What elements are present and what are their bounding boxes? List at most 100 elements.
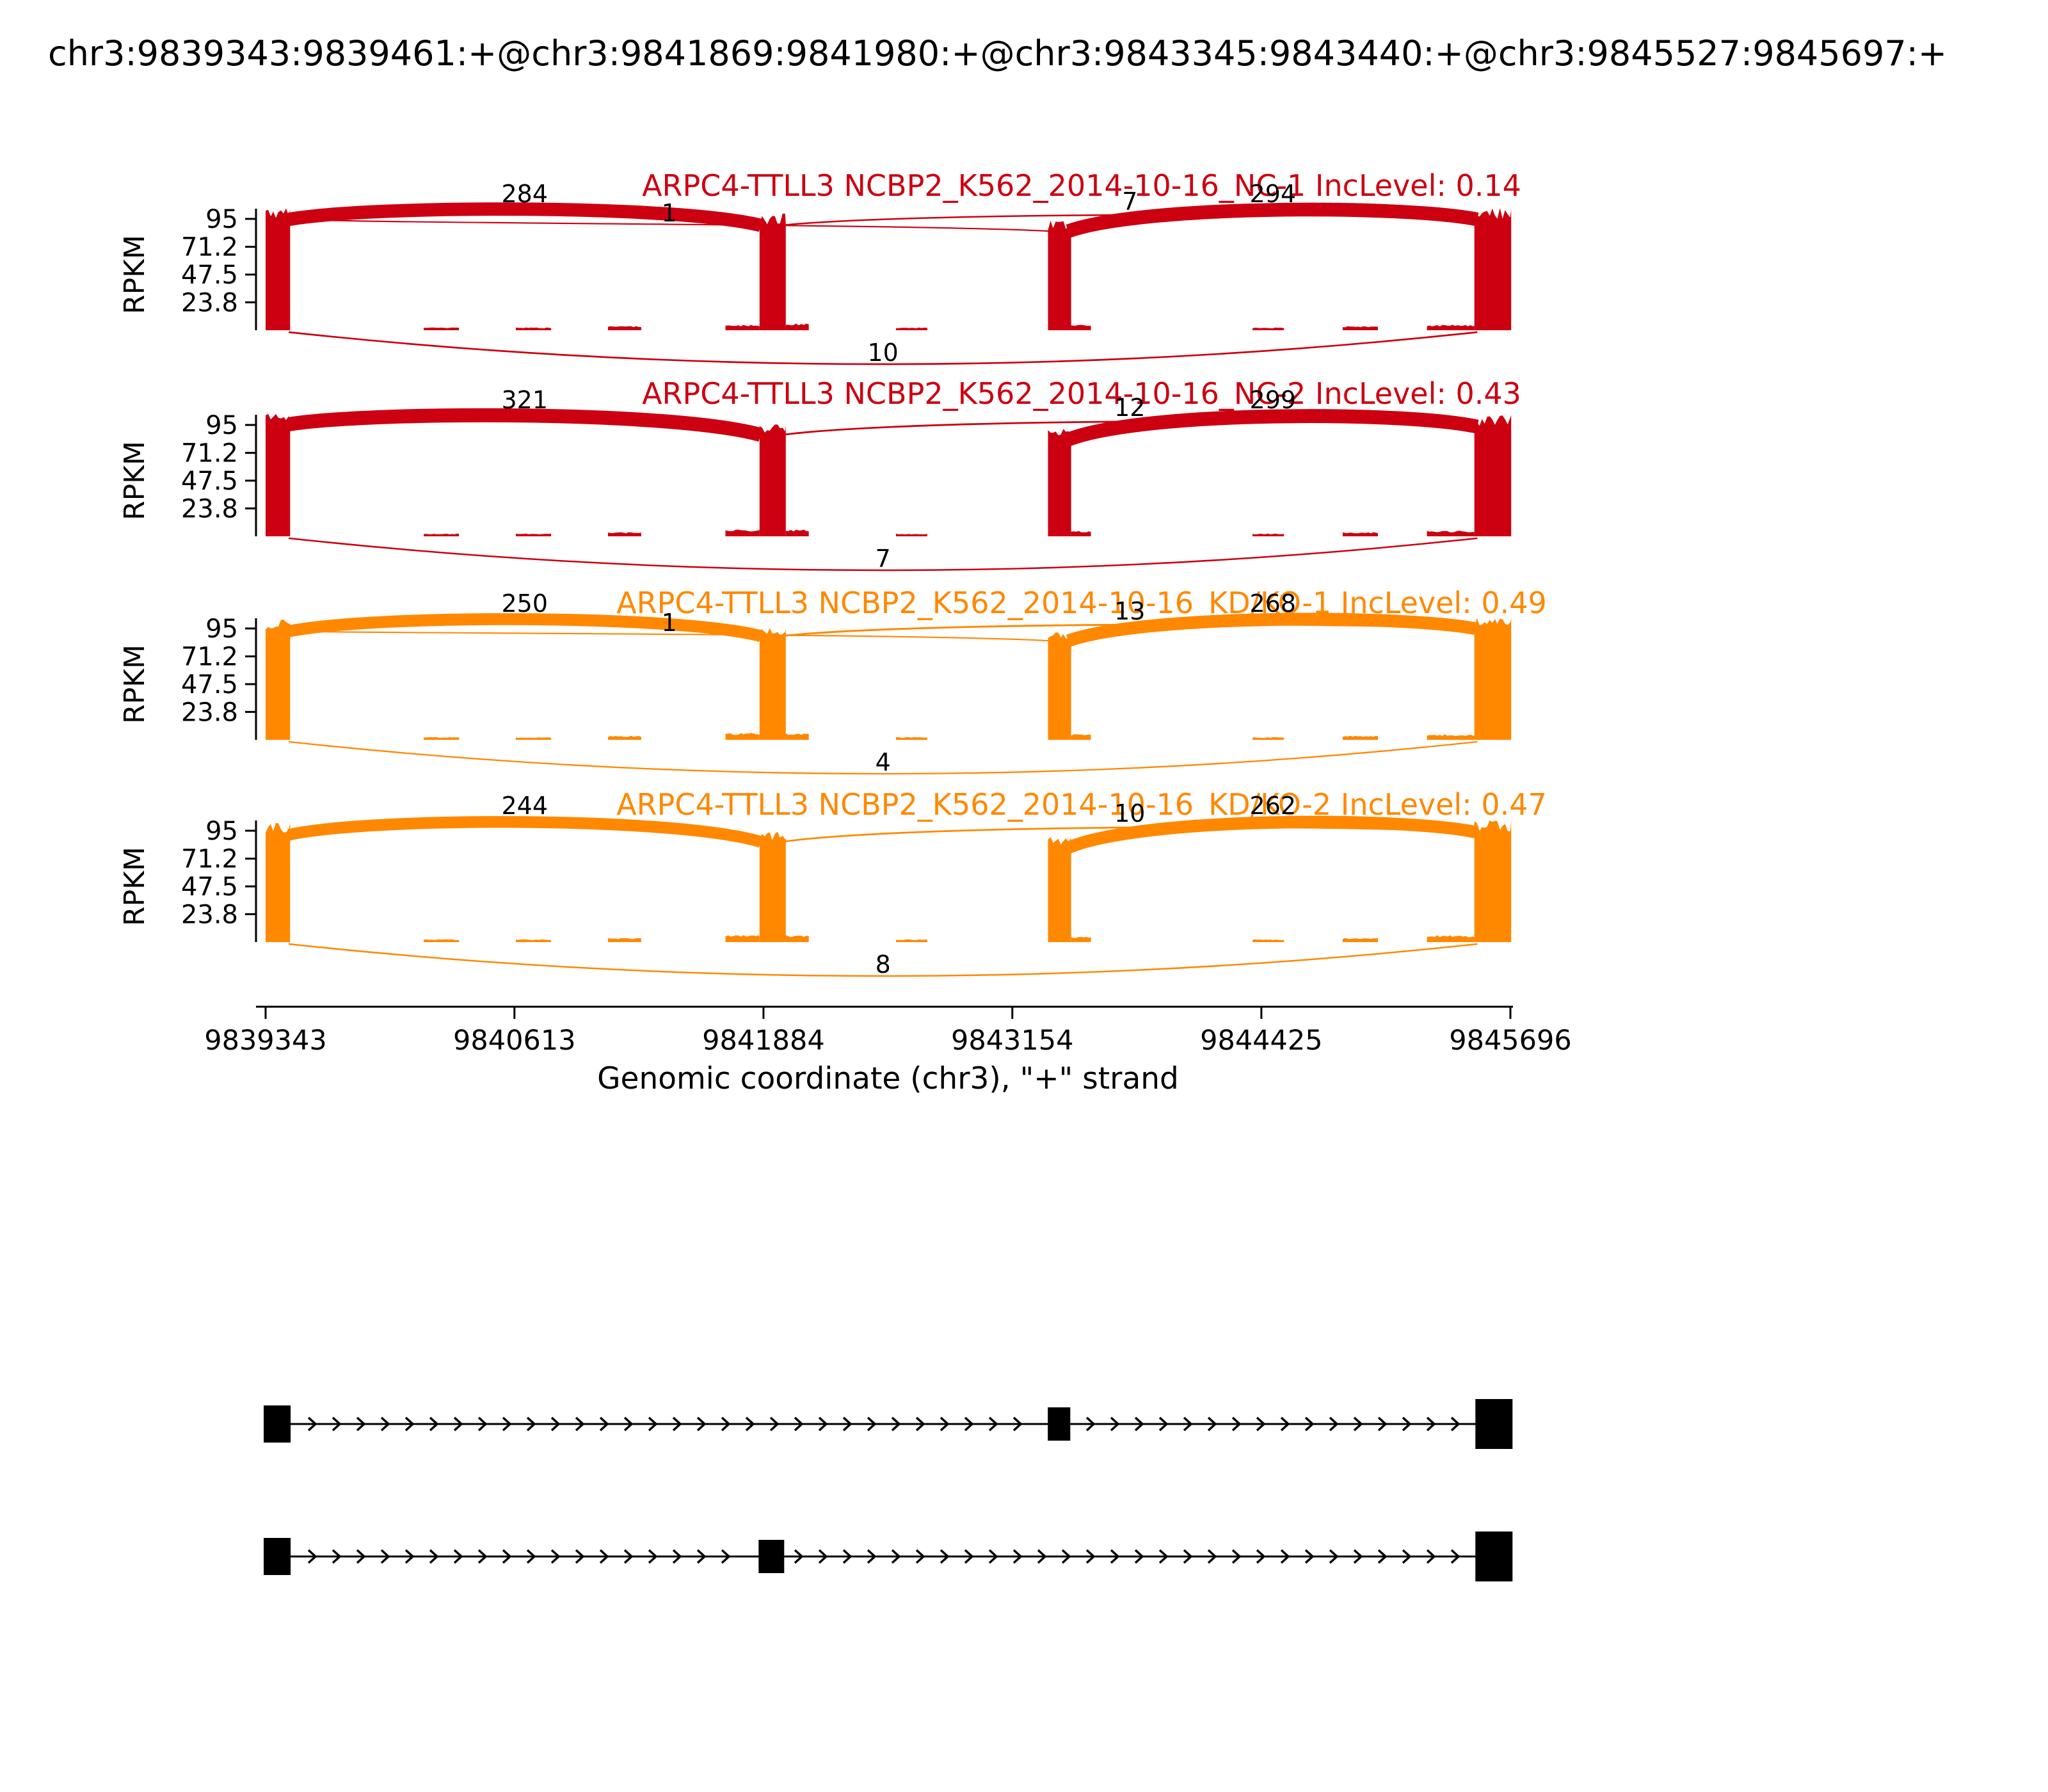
strand-arrow-icon <box>1377 1416 1388 1432</box>
y-tick-label: 47.5 <box>181 467 238 496</box>
strand-arrow-icon <box>964 1416 974 1432</box>
junction-count: 10 <box>1114 799 1145 828</box>
strand-arrow-icon <box>1012 1416 1023 1432</box>
strand-arrow-icon <box>1183 1549 1193 1564</box>
coverage-block <box>1048 836 1071 942</box>
junction-arc <box>289 218 1050 232</box>
strand-arrow-icon <box>672 1416 682 1432</box>
strand-arrow-icon <box>623 1549 634 1564</box>
junction-arc <box>289 630 1050 642</box>
coverage-block <box>785 935 809 942</box>
strand-arrow-icon <box>575 1549 585 1564</box>
coverage-block <box>895 533 927 536</box>
strand-arrow-icon <box>1061 1549 1071 1564</box>
junction-count: 1 <box>662 609 677 637</box>
strand-arrow-icon <box>1426 1416 1436 1432</box>
exon-box <box>1475 1399 1513 1449</box>
x-tick-label: 9839343 <box>204 1025 327 1057</box>
strand-arrow-icon <box>429 1416 439 1432</box>
strand-arrow-icon <box>526 1416 536 1432</box>
junction-count: 10 <box>868 339 899 367</box>
coverage-block <box>607 532 641 536</box>
strand-arrow-icon <box>502 1549 512 1564</box>
strand-arrow-icon <box>1450 1416 1460 1432</box>
strand-arrow-icon <box>1304 1416 1315 1432</box>
coverage-block <box>1071 734 1091 740</box>
strand-arrow-icon <box>818 1549 828 1564</box>
strand-arrow-icon <box>842 1549 852 1564</box>
strand-arrow-icon <box>1377 1549 1388 1564</box>
junction-arc <box>1066 612 1479 647</box>
strand-arrow-icon <box>526 1549 536 1564</box>
y-tick-label: 95 <box>205 817 238 846</box>
y-tick-label: 47.5 <box>181 670 238 700</box>
coverage-block <box>424 327 460 330</box>
y-axis-label: RPKM <box>118 644 151 724</box>
junction-count: 4 <box>876 748 891 776</box>
strand-arrow-icon <box>721 1549 731 1564</box>
strand-arrow-icon <box>1329 1549 1339 1564</box>
strand-arrow-icon <box>599 1416 609 1432</box>
coverage-block <box>1342 532 1378 536</box>
strand-arrow-icon <box>891 1549 901 1564</box>
track-title: ARPC4-TTLL3 NCBP2_K562_2014-10-16_KD/KO-… <box>616 586 1547 620</box>
x-tick-label: 9844425 <box>1200 1025 1323 1057</box>
strand-arrow-icon <box>356 1416 366 1432</box>
coverage-block <box>725 733 760 740</box>
junction-count: 7 <box>876 545 891 573</box>
y-axis-label: RPKM <box>118 441 151 520</box>
coverage-block <box>607 326 641 330</box>
junction-count: 13 <box>1114 597 1145 625</box>
coverage-block <box>759 628 786 740</box>
strand-arrow-icon <box>1402 1549 1412 1564</box>
strand-arrow-icon <box>1012 1549 1023 1564</box>
coverage-block <box>607 735 641 740</box>
junction-arc <box>287 613 762 642</box>
coverage-block <box>725 324 760 330</box>
exon-box <box>264 1538 291 1575</box>
y-tick-label: 23.8 <box>181 900 238 929</box>
junction-arc <box>1066 815 1479 854</box>
coverage-block <box>516 737 552 740</box>
strand-arrow-icon <box>477 1549 488 1564</box>
strand-arrow-icon <box>1256 1549 1266 1564</box>
coverage-block <box>1474 208 1512 330</box>
junction-count: 321 <box>501 386 548 414</box>
junction-count: 12 <box>1114 394 1145 422</box>
coverage-block <box>1048 632 1071 740</box>
strand-arrow-icon <box>307 1416 317 1432</box>
coverage-block <box>607 938 641 942</box>
y-tick-label: 71.2 <box>181 643 238 672</box>
coverage-block <box>759 831 786 942</box>
strand-arrow-icon <box>794 1549 804 1564</box>
x-tick-label: 9843154 <box>951 1025 1074 1057</box>
coverage-block <box>895 737 927 740</box>
coverage-block <box>1474 618 1512 740</box>
sashimi-track-3: ARPC4-TTLL3 NCBP2_K562_2014-10-16_KD/KO-… <box>118 586 1547 776</box>
strand-arrow-icon <box>1329 1416 1339 1432</box>
sashimi-track-2: ARPC4-TTLL3 NCBP2_K562_2014-10-16_NC-2 I… <box>118 376 1521 573</box>
strand-arrow-icon <box>1280 1416 1290 1432</box>
coverage-block <box>1252 533 1284 536</box>
coverage-block <box>1071 324 1091 330</box>
strand-arrow-icon <box>575 1416 585 1432</box>
strand-arrow-icon <box>307 1549 317 1564</box>
junction-count: 294 <box>1250 180 1297 208</box>
strand-arrow-icon <box>453 1416 463 1432</box>
coverage-block <box>1427 531 1475 536</box>
strand-arrow-icon <box>429 1549 439 1564</box>
strand-arrow-icon <box>1231 1416 1242 1432</box>
exon-box <box>1475 1532 1513 1581</box>
strand-arrow-icon <box>988 1416 998 1432</box>
x-tick-label: 9845696 <box>1449 1025 1572 1057</box>
coverage-block <box>1427 324 1475 330</box>
coverage-block <box>1252 939 1284 942</box>
coverage-block <box>785 529 809 536</box>
coverage-block <box>1427 734 1475 740</box>
y-tick-label: 95 <box>205 411 238 440</box>
y-tick-label: 71.2 <box>181 439 238 468</box>
strand-arrow-icon <box>1085 1416 1096 1432</box>
strand-arrow-icon <box>964 1549 974 1564</box>
